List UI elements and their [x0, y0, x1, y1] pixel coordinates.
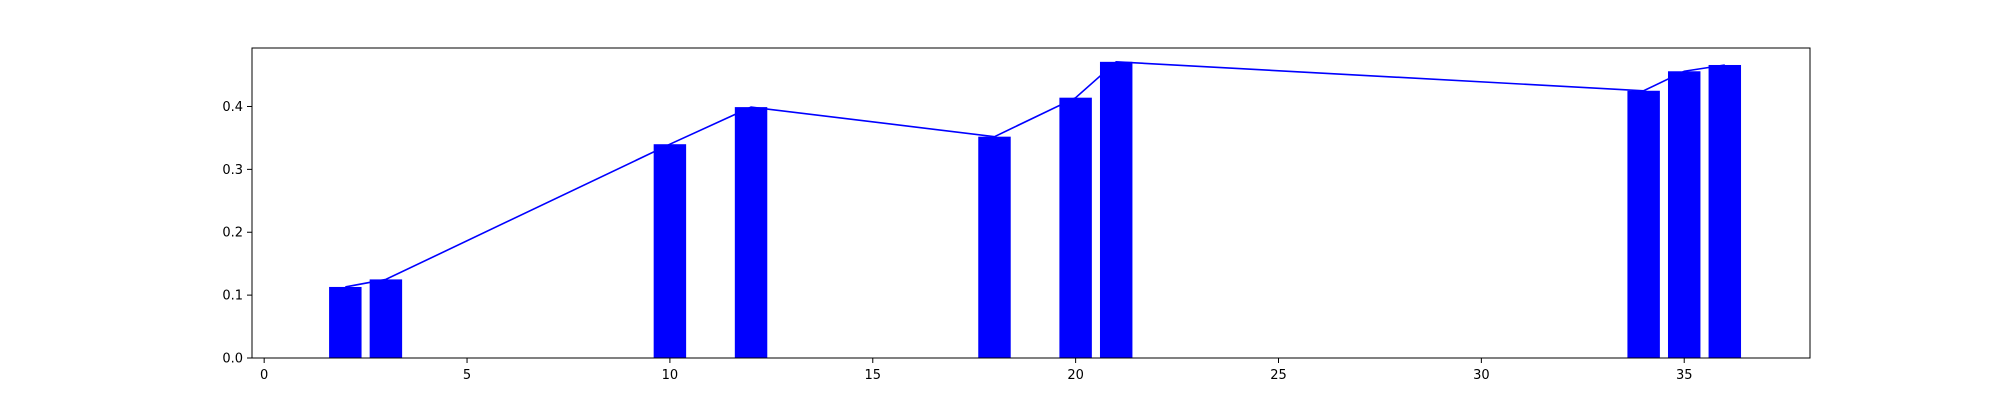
bar: [1667, 71, 1701, 359]
bar: [1099, 61, 1133, 358]
x-tick-label: 0: [260, 368, 268, 383]
bar: [1627, 90, 1660, 358]
bar: [1708, 64, 1742, 358]
bar: [1059, 97, 1092, 359]
bar: [734, 107, 768, 358]
x-tick-label: 5: [463, 368, 471, 383]
y-tick-label: 0.4: [222, 100, 243, 115]
y-tick-label: 0.1: [222, 289, 243, 304]
x-tick-label: 15: [864, 368, 881, 383]
bar: [978, 136, 1011, 358]
x-tick-label: 30: [1473, 368, 1490, 383]
series-line: [345, 61, 1725, 288]
bar: [369, 279, 403, 358]
x-tick-label: 25: [1270, 368, 1287, 383]
line-layer: [345, 61, 1725, 288]
bar: [653, 144, 687, 358]
y-tick-label: 0.2: [222, 226, 243, 241]
x-tick-label: 35: [1676, 368, 1693, 383]
y-tick-label: 0.3: [222, 163, 243, 178]
bars-layer: [329, 61, 1742, 359]
axes-layer: 0 5 10 15 20 25 30 35 0.0 0.1 0.2 0.3 0.4: [222, 47, 1811, 383]
plot-frame: [251, 47, 1811, 359]
x-tick-label: 20: [1067, 368, 1084, 383]
bar: [329, 286, 362, 358]
y-tick-label: 0.0: [222, 352, 243, 367]
x-tick-label: 10: [662, 368, 679, 383]
